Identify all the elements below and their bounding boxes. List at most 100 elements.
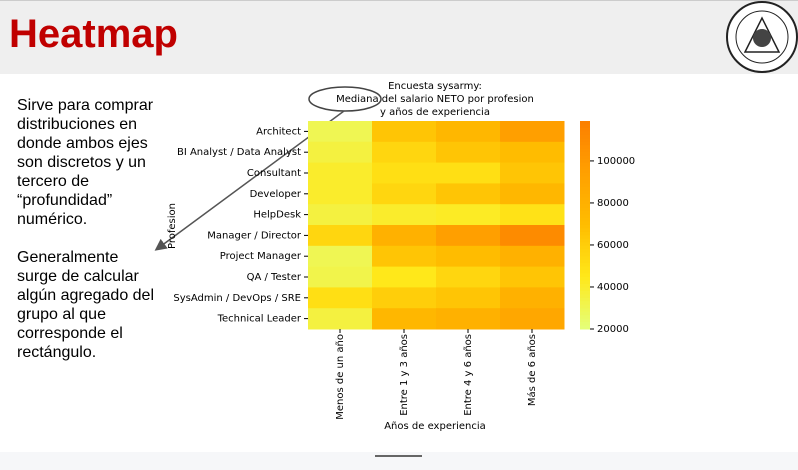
colorbar-segment (580, 325, 590, 330)
colorbar-segment (580, 169, 590, 174)
heatmap-cell (308, 225, 373, 247)
colorbar-segment (580, 256, 590, 261)
y-tick-label: Architect (256, 126, 301, 137)
paragraph: Generalmente surge de calcular algún agr… (17, 249, 155, 361)
heatmap-cell (372, 245, 437, 268)
heatmap-cell (372, 204, 437, 226)
colorbar-segment (580, 138, 590, 143)
heatmap-cell (436, 225, 501, 247)
colorbar-segment (580, 280, 590, 285)
heatmap-cell (372, 121, 437, 143)
heatmap-cell (436, 287, 501, 309)
heatmap-cell (308, 245, 373, 268)
colorbar-segment (580, 141, 590, 146)
annotation-ellipse (308, 86, 382, 112)
colorbar-segment (580, 318, 590, 323)
colorbar-segment (580, 127, 590, 132)
colorbar-segment (580, 235, 590, 240)
colorbar-segment (580, 155, 590, 160)
colorbar-segment (580, 273, 590, 278)
heatmap-cell (308, 141, 373, 164)
x-axis-label: Años de experiencia (384, 421, 486, 432)
chart-title: Mediana del salario NETO por profesion (336, 94, 534, 105)
chart-title: y años de experiencia (380, 107, 490, 118)
heatmap-cell (500, 162, 565, 184)
heatmap-cell (436, 162, 501, 184)
colorbar-segment (580, 214, 590, 219)
slide-title: Heatmap (9, 12, 178, 56)
colorbar-segment (580, 242, 590, 247)
colorbar-segment (580, 238, 590, 243)
colorbar-segment (580, 197, 590, 202)
y-axis-label: Profesion (167, 203, 178, 249)
heatmap-cell (500, 225, 565, 247)
colorbar-segment (580, 173, 590, 177)
header (0, 0, 798, 74)
colorbar-segment (580, 290, 590, 295)
colorbar-segment (580, 166, 590, 171)
colorbar-segment (580, 211, 590, 216)
y-tick-label: SysAdmin / DevOps / SRE (173, 293, 301, 304)
heatmap-cell (308, 266, 373, 288)
colorbar-segment (580, 231, 590, 236)
heatmap-cell (372, 162, 437, 184)
colorbar-tick-label: 60000 (597, 240, 629, 251)
logo (726, 1, 798, 73)
heatmap-cell (436, 141, 501, 164)
y-tick-label: Manager / Director (207, 230, 302, 241)
x-tick-label: Más de 6 años (526, 334, 538, 406)
colorbar-tick-label: 40000 (597, 282, 629, 293)
heatmap-cell (436, 308, 501, 330)
colorbar-segment (580, 259, 590, 264)
y-tick-label: Consultant (247, 168, 301, 179)
colorbar-segment (580, 183, 590, 188)
colorbar-segment (580, 287, 590, 292)
heatmap-cell (500, 204, 565, 226)
y-tick-label: Developer (250, 189, 302, 200)
y-tick-label: QA / Tester (247, 272, 302, 283)
heatmap-cell (436, 266, 501, 288)
heatmap-cell (500, 245, 565, 268)
heatmap-cell (308, 308, 373, 330)
heatmap-cell (308, 162, 373, 184)
colorbar-segment (580, 322, 590, 327)
heatmap-cell (500, 183, 565, 205)
colorbar-segment (580, 152, 590, 157)
colorbar-segment (580, 294, 590, 299)
colorbar-segment (580, 252, 590, 257)
heatmap-cell (372, 141, 437, 164)
slide-body: Sirve para comprar distribuciones en don… (17, 96, 157, 381)
footer (0, 452, 798, 470)
heatmap-cell (500, 308, 565, 330)
colorbar-segment (580, 207, 590, 212)
colorbar-segment (580, 179, 590, 184)
heatmap-cell (500, 266, 565, 288)
colorbar-segment (580, 145, 590, 150)
heatmap-cell (436, 245, 501, 268)
heatmap-cell (500, 141, 565, 164)
heatmap-cell (372, 308, 437, 330)
colorbar-segment (580, 131, 590, 136)
colorbar-segment (580, 186, 590, 191)
colorbar-segment (580, 176, 590, 181)
heatmap-cell (308, 183, 373, 205)
chart-title: Encuesta sysarmy: (388, 81, 482, 92)
colorbar-segment (580, 297, 590, 302)
colorbar-segment (580, 270, 590, 275)
heatmap-cell (308, 121, 373, 143)
colorbar-segment (580, 263, 590, 268)
colorbar-tick-label: 100000 (597, 156, 635, 167)
colorbar-segment (580, 245, 590, 250)
y-tick-label: BI Analyst / Data Analyst (177, 147, 301, 158)
colorbar-segment (580, 124, 590, 129)
y-tick-label: Technical Leader (217, 314, 302, 325)
heatmap-cell (308, 287, 373, 309)
colorbar-segment (580, 218, 590, 223)
colorbar-segment (580, 134, 590, 139)
colorbar-segment (580, 204, 590, 209)
x-tick-label: Entre 4 y 6 años (463, 334, 474, 416)
colorbar-segment (580, 162, 590, 167)
heatmap-cell (372, 266, 437, 288)
